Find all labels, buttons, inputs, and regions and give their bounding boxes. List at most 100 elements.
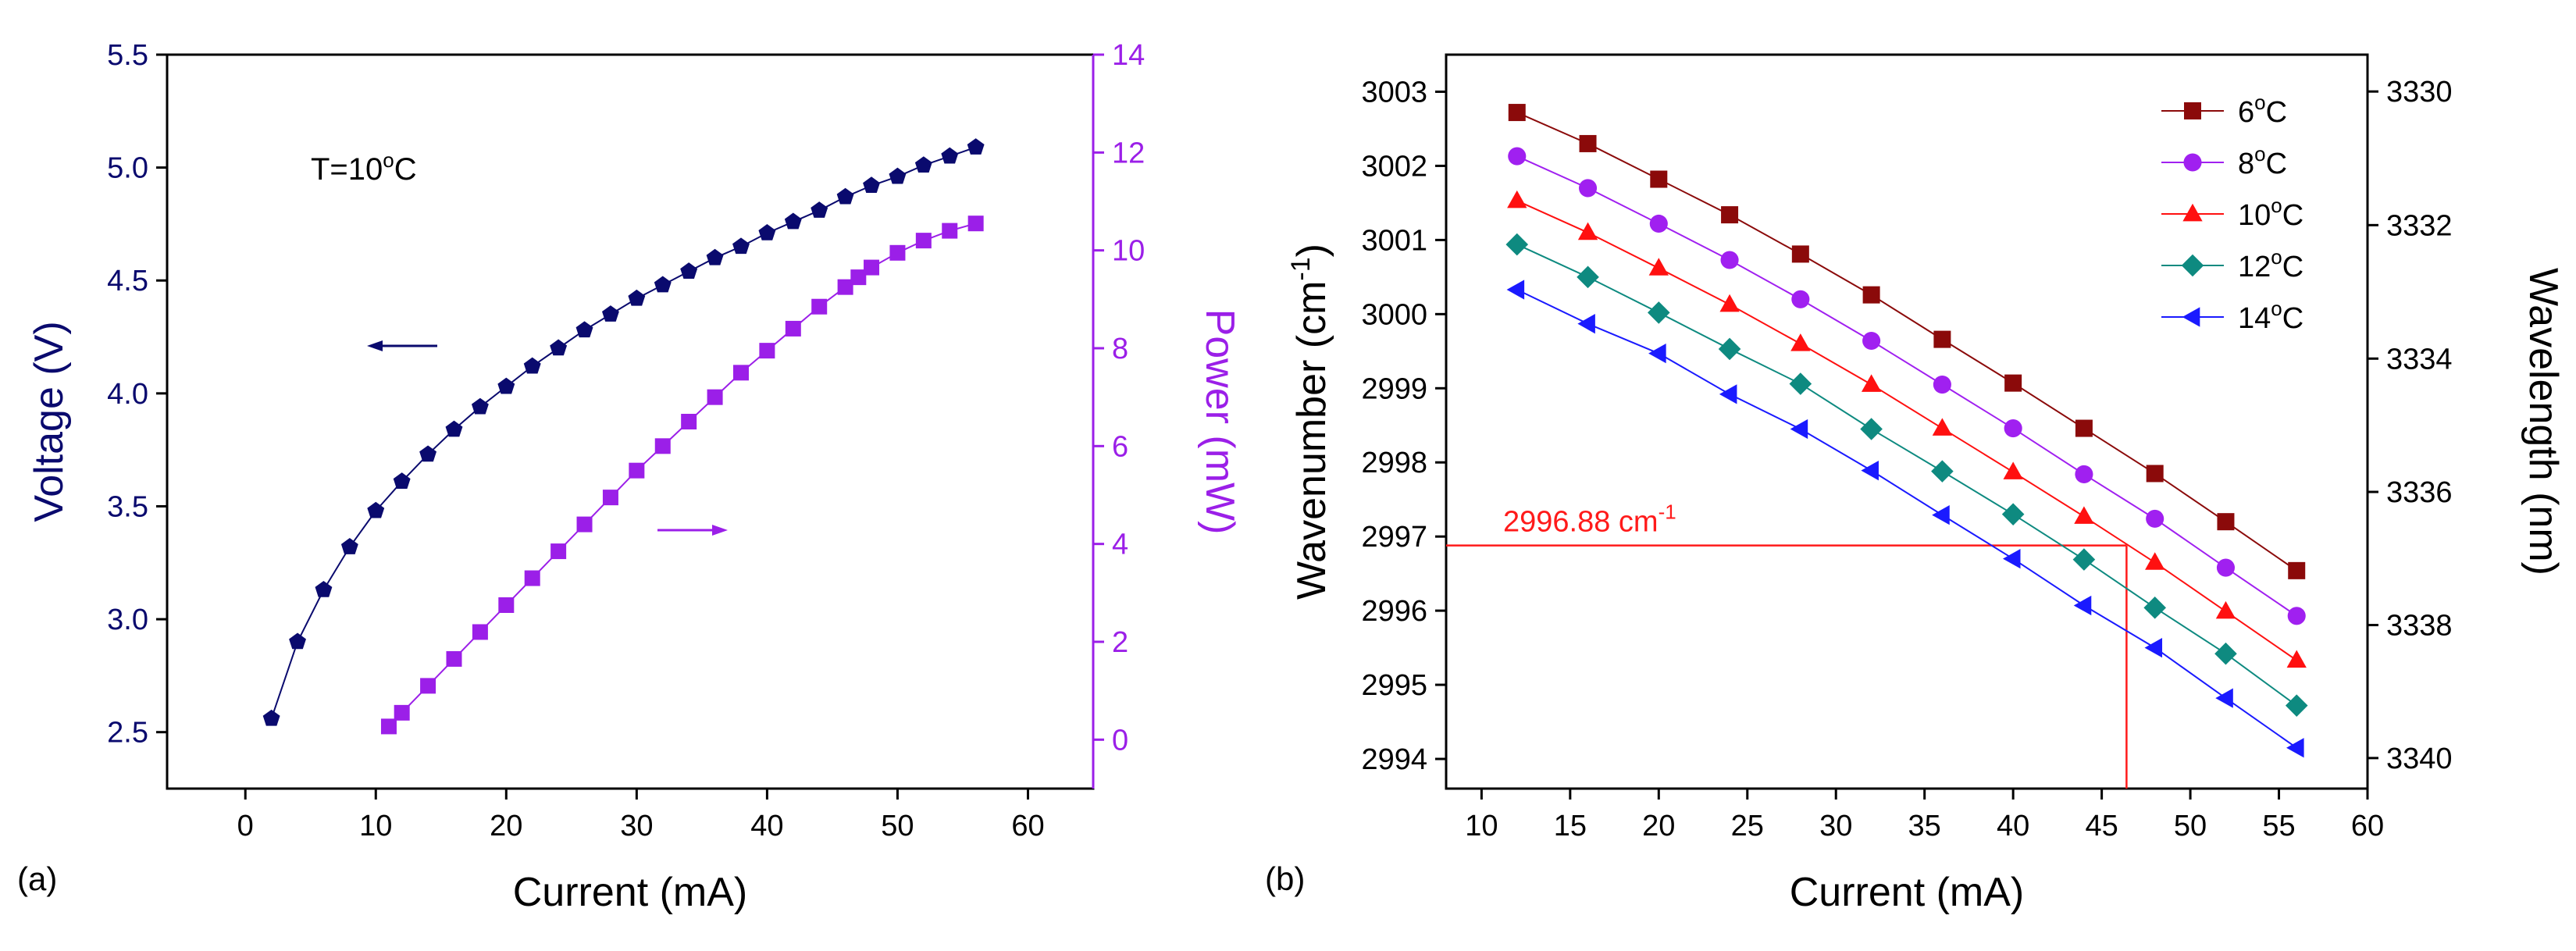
panel-a-x-axis-ticks: 0 10 20 30 40 50 60 bbox=[237, 789, 1045, 842]
voltage-point bbox=[628, 289, 646, 306]
power-point bbox=[524, 570, 540, 586]
series-6c-point bbox=[2288, 561, 2306, 579]
series-12c-point bbox=[2001, 503, 2025, 525]
series-10c-point bbox=[2286, 650, 2307, 668]
series-12c-point bbox=[1931, 460, 1954, 483]
voltage-point bbox=[863, 176, 880, 194]
series-6c-line bbox=[1516, 112, 2297, 572]
voltage-point bbox=[575, 321, 593, 338]
series-12c-point bbox=[1860, 418, 1883, 440]
y-tick-label: 2.5 bbox=[107, 717, 148, 750]
voltage-point bbox=[654, 276, 672, 293]
voltage-point bbox=[732, 237, 750, 255]
power-point bbox=[759, 343, 775, 359]
series-6c-point bbox=[1721, 206, 1739, 224]
series-14c-point bbox=[1932, 504, 1950, 525]
series-8c-line bbox=[1516, 155, 2297, 617]
x-tick-label: 25 bbox=[1731, 810, 1764, 842]
series-10c-point bbox=[1577, 222, 1598, 240]
legend-label: 8oC bbox=[2238, 142, 2287, 180]
panel-a-chart: 2.5 3.0 3.5 4.0 4.5 5.0 5.5 0 2 4 6 8 10 12 14 0 10 20 3… bbox=[17, 39, 1242, 915]
voltage-point bbox=[811, 201, 828, 218]
power-point bbox=[967, 215, 984, 232]
series-12c-point bbox=[1577, 265, 1599, 289]
x-tick-label: 10 bbox=[359, 810, 392, 842]
voltage-point bbox=[914, 156, 932, 173]
power-point bbox=[602, 490, 618, 506]
voltage-point bbox=[289, 632, 306, 650]
panel-b-x-axis-title: Current (mA) bbox=[1790, 870, 2024, 915]
panel-a-series bbox=[262, 138, 985, 735]
series-10c-line bbox=[1516, 200, 2297, 661]
x-tick-label: 40 bbox=[750, 810, 783, 842]
panel-b-series bbox=[1505, 104, 2308, 758]
voltage-point bbox=[758, 223, 776, 240]
power-point bbox=[446, 650, 462, 667]
power-point bbox=[472, 624, 488, 640]
series-14c-point bbox=[1719, 384, 1737, 404]
wavenumber-annotation: 2996.88 cm-1 bbox=[1503, 500, 1676, 539]
x-tick-label: 40 bbox=[1997, 810, 2029, 842]
series-8c-point bbox=[2075, 465, 2093, 483]
power-point bbox=[785, 320, 801, 337]
temperature-annotation: T=10oC bbox=[311, 148, 417, 187]
series-8c-point bbox=[1649, 214, 1668, 233]
power-line bbox=[388, 223, 976, 728]
panel-a-x-axis-title: Current (mA) bbox=[513, 870, 747, 915]
voltage-axis-ticks: 2.5 3.0 3.5 4.0 4.5 5.0 5.5 bbox=[107, 39, 167, 750]
series-8c-point bbox=[2146, 509, 2164, 528]
power-point bbox=[942, 223, 958, 239]
voltage-point bbox=[889, 167, 907, 184]
series-8c-point bbox=[1862, 331, 1881, 351]
voltage-point bbox=[967, 138, 985, 155]
series-6c-point bbox=[1579, 134, 1597, 152]
wavenumber-axis-ticks: 2994 2995 2996 2997 2998 2999 3000 3001 3002 3003 bbox=[1361, 76, 1446, 776]
power-point bbox=[380, 718, 397, 735]
voltage-point bbox=[836, 187, 854, 205]
y-tick-label: 2994 bbox=[1361, 743, 1427, 776]
voltage-point bbox=[419, 445, 437, 462]
panel-b-x-axis-ticks: 10 15 20 25 30 35 40 45 50 55 60 bbox=[1465, 789, 2384, 842]
power-point bbox=[889, 244, 906, 261]
x-tick-label: 30 bbox=[1819, 810, 1852, 842]
voltage-arrow bbox=[367, 340, 437, 351]
series-14c-point bbox=[1577, 314, 1595, 334]
series-14c-point bbox=[1861, 461, 1879, 481]
series-6c-point bbox=[1933, 330, 1951, 348]
x-tick-label: 60 bbox=[2351, 810, 2384, 842]
y-tick-label: 3.5 bbox=[107, 490, 148, 523]
x-tick-label: 50 bbox=[2174, 810, 2207, 842]
series-10c-point bbox=[2074, 506, 2094, 524]
power-axis-title: Power (mW) bbox=[1197, 309, 1242, 535]
power-point bbox=[915, 233, 932, 249]
series-10c-point bbox=[1861, 374, 1882, 392]
power-point bbox=[837, 279, 853, 295]
power-point bbox=[394, 704, 410, 721]
series-8c-point bbox=[2216, 558, 2236, 577]
series-8c-point bbox=[1791, 290, 1810, 308]
power-point bbox=[811, 298, 828, 315]
voltage-point bbox=[497, 377, 515, 394]
voltage-point bbox=[315, 580, 333, 597]
series-10c-point bbox=[2145, 552, 2165, 570]
legend-label: 6oC bbox=[2238, 91, 2287, 129]
x-tick-label: 10 bbox=[1465, 810, 1498, 842]
series-12c-point bbox=[1648, 301, 1670, 324]
series-14c-point bbox=[2144, 637, 2163, 658]
voltage-point bbox=[680, 262, 698, 279]
x-tick-label: 15 bbox=[1554, 810, 1587, 842]
series-10c-point bbox=[2215, 600, 2236, 619]
y-tick-label: 3.0 bbox=[107, 604, 148, 636]
y-tick-label: 4.0 bbox=[107, 378, 148, 411]
y-tick-label: 3332 bbox=[2386, 209, 2453, 242]
power-point bbox=[732, 365, 749, 381]
legend-marker bbox=[2182, 203, 2203, 222]
y-tick-label: 12 bbox=[1112, 137, 1145, 169]
y-tick-label: 2997 bbox=[1361, 521, 1427, 554]
power-point bbox=[550, 543, 567, 560]
y-tick-label: 3334 bbox=[2386, 343, 2453, 376]
panel-a-label: (a) bbox=[17, 860, 57, 897]
series-8c-point bbox=[1508, 147, 1527, 166]
x-tick-label: 55 bbox=[2262, 810, 2295, 842]
